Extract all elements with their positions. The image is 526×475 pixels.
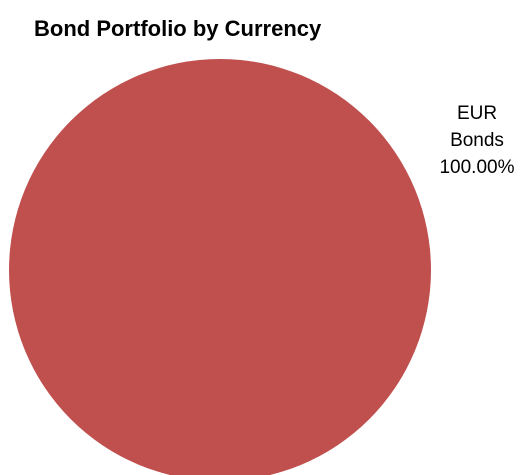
slice-label-category: Bonds (450, 130, 504, 151)
chart-title: Bond Portfolio by Currency (34, 16, 322, 41)
slice-label-eur-bonds: EUR Bonds 100.00% (432, 100, 522, 181)
slice-label-currency: EUR (456, 103, 498, 124)
slice-label-percent: 100.00% (439, 157, 515, 178)
pie-slice-0 (9, 59, 431, 475)
